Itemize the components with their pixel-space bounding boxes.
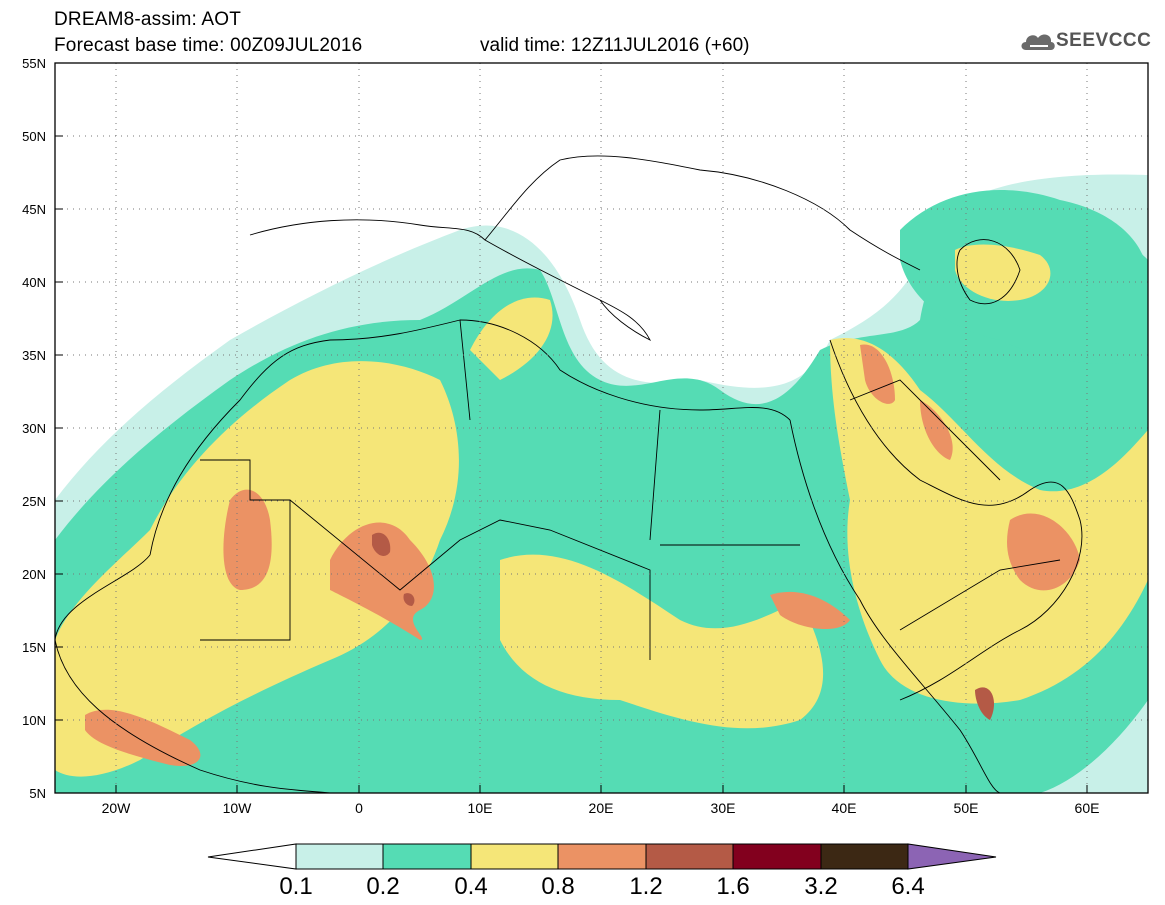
colorbar-label: 1.6 [716, 873, 749, 900]
lat-label: 55N [22, 56, 46, 71]
lon-labels: 20W 10W 0 10E 20E 30E 40E 50E 60E [102, 800, 1100, 816]
aot-field-0.8 [1007, 513, 1080, 591]
colorbar-label: 0.1 [279, 873, 312, 900]
aot-field-0.8 [770, 591, 850, 630]
colorbar-label: 0.2 [366, 873, 399, 900]
lat-label: 50N [22, 129, 46, 144]
valid-time: valid time: 12Z11JUL2016 (+60) [480, 35, 750, 56]
colorbar-box [645, 843, 734, 870]
colorbar-label: 1.2 [629, 873, 662, 900]
lon-label: 20W [102, 800, 132, 816]
lat-label: 45N [22, 202, 46, 217]
colorbar-box [295, 843, 384, 870]
lat-labels: 55N 50N 45N 40N 35N 30N 25N 20N 15N 10N … [22, 56, 46, 801]
colorbar-box [382, 843, 472, 870]
colorbar-label: 0.4 [454, 873, 487, 900]
coastline-redsea [789, 419, 1001, 793]
lat-label: 5N [29, 786, 46, 801]
aot-field-1.2 [372, 532, 391, 556]
colorbar [207, 843, 997, 870]
colorbar-arrow-left [207, 843, 297, 870]
aot-field-0.4 [470, 297, 553, 380]
lat-label: 30N [22, 421, 46, 436]
lat-label: 25N [22, 494, 46, 509]
tick-marks [55, 62, 1088, 794]
logo-text: SEEVCCC [1056, 30, 1152, 51]
aot-field-0.4 [955, 244, 1051, 301]
colorbar-label: 0.8 [541, 873, 574, 900]
lon-label: 30E [711, 800, 736, 816]
border-lines [200, 319, 1061, 660]
coastline-europe [249, 155, 921, 342]
coastline-africa-west [55, 554, 331, 793]
lat-label: 20N [22, 567, 46, 582]
aot-field-0.8 [330, 522, 434, 640]
map-title: DREAM8-assim: AOT [54, 9, 242, 30]
coastline-caspian [956, 239, 1021, 305]
colorbar-label: 6.4 [891, 873, 924, 900]
aot-field-0.8 [860, 344, 895, 404]
lon-label: 10E [468, 800, 493, 816]
aot-field-0.8 [920, 400, 953, 460]
forecast-base-time: Forecast base time: 00Z09JUL2016 [54, 35, 363, 56]
coastline-africa-north [149, 319, 791, 556]
lon-label: 50E [954, 800, 979, 816]
lat-label: 15N [22, 640, 46, 655]
lon-label: 10W [223, 800, 253, 816]
aot-field-0.8 [223, 489, 272, 590]
colorbar-box [820, 843, 909, 870]
lat-label: 35N [22, 348, 46, 363]
colorbar-box [557, 843, 647, 870]
aot-field-0.4 [500, 554, 824, 729]
colorbar-label: 3.2 [804, 873, 837, 900]
colorbar-box [732, 843, 822, 870]
lon-label: 40E [832, 800, 857, 816]
aot-field-1.2 [403, 593, 415, 606]
colorbar-labels: 0.1 0.2 0.4 0.8 1.2 1.6 3.2 6.4 [279, 873, 924, 900]
aot-field-0.4 [830, 338, 1148, 704]
aot-field-0.8 [85, 709, 201, 766]
graticule [55, 63, 1148, 793]
colorbar-arrow-right [907, 843, 997, 870]
aot-field-1.2 [975, 687, 995, 720]
coastlines [55, 155, 1083, 793]
lon-label: 20E [589, 800, 614, 816]
lat-label: 10N [22, 713, 46, 728]
lon-label: 0 [355, 800, 363, 816]
colorbar-box [470, 843, 559, 870]
lat-label: 40N [22, 275, 46, 290]
coastline-arabia [829, 339, 1083, 701]
cloud-icon [1021, 34, 1055, 50]
lon-label: 60E [1075, 800, 1100, 816]
